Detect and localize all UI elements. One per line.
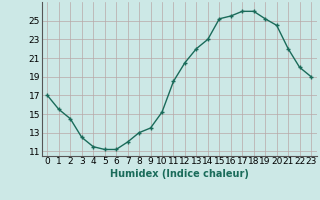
X-axis label: Humidex (Indice chaleur): Humidex (Indice chaleur) bbox=[110, 169, 249, 179]
